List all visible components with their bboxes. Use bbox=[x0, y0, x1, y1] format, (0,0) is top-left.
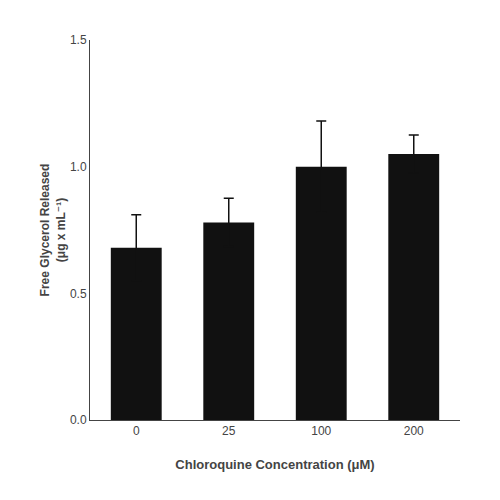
svg-text:100: 100 bbox=[311, 424, 331, 438]
svg-text:1.5: 1.5 bbox=[70, 33, 87, 47]
svg-text:25: 25 bbox=[222, 424, 236, 438]
svg-text:1.0: 1.0 bbox=[70, 160, 87, 174]
svg-text:0.0: 0.0 bbox=[70, 413, 87, 427]
svg-text:Free Glycerol Released(μg x mL: Free Glycerol Released(μg x mL⁻¹) bbox=[38, 164, 68, 297]
svg-text:0: 0 bbox=[133, 424, 140, 438]
svg-text:200: 200 bbox=[404, 424, 424, 438]
svg-text:Chloroquine Concentration (μM): Chloroquine Concentration (μM) bbox=[175, 457, 374, 472]
svg-text:0.5: 0.5 bbox=[70, 287, 87, 301]
